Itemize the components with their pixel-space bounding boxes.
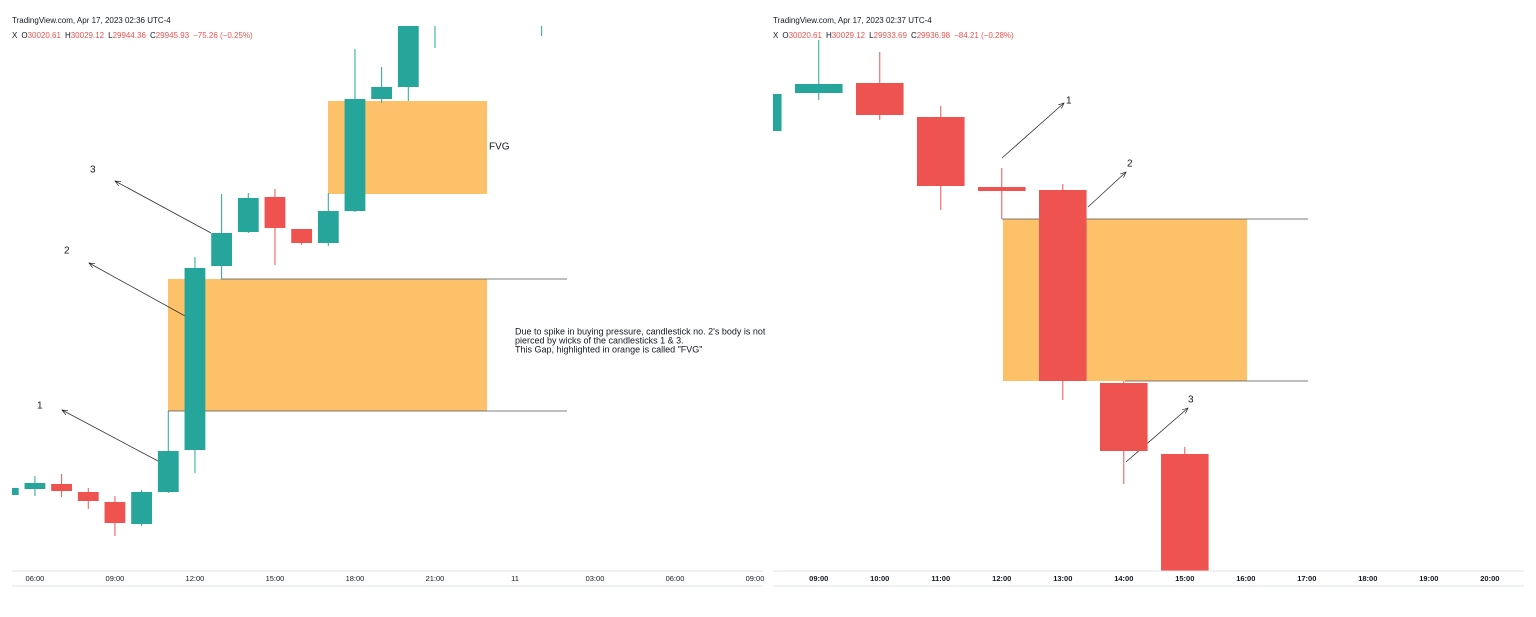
candle-body	[773, 94, 782, 131]
ohlc-legend: X O30020.61 H30029.12 L29933.69 C29936.9…	[773, 31, 1018, 40]
x-tick-label: 12:00	[992, 574, 1011, 583]
candle-body	[317, 211, 339, 243]
ohlc-value: 30020.61	[789, 31, 823, 40]
ohlc-value: 29933.69	[874, 31, 908, 40]
ohlc-key: L	[869, 31, 874, 40]
x-tick-label: 12:00	[186, 574, 205, 583]
x-tick-label: 18:00	[346, 574, 365, 583]
ohlc-key: O	[21, 31, 27, 40]
labels: TradingView.com, Apr 17, 2023 02:36 UTC-…	[12, 16, 1524, 587]
candle-body	[237, 198, 259, 232]
x-tick-label: 21:00	[426, 574, 445, 583]
x-tick-label: 18:00	[1358, 574, 1377, 583]
arrow	[1125, 408, 1188, 463]
candle-body	[51, 484, 73, 491]
header: TradingView.com, Apr 17, 2023 02:37 UTC-…	[773, 16, 932, 25]
candle-body	[184, 268, 206, 450]
candle-body	[24, 483, 46, 489]
ohlc-value: 30020.61	[28, 31, 62, 40]
ohlc-legend: X O30020.61 H30029.12 L29944.36 C29945.9…	[12, 31, 257, 40]
left-annotations	[62, 101, 567, 462]
change: −84.21 (−0.28%)	[954, 31, 1014, 40]
x-tick-label: 15:00	[1175, 574, 1194, 583]
candle-body	[397, 26, 419, 87]
candle-body	[104, 502, 126, 523]
candle-body	[425, 0, 446, 10]
candle-body	[211, 233, 233, 266]
fvg-zone	[168, 279, 487, 411]
number-label: 2	[1127, 159, 1133, 170]
x-tick-label: 06:00	[26, 574, 45, 583]
note: pierced by wicks of the candlesticks 1 &…	[515, 335, 684, 345]
ohlc-value: 29944.36	[113, 31, 147, 40]
x-tick-label: 09:00	[106, 574, 125, 583]
symbol: X	[773, 31, 779, 40]
ohlc-key: C	[911, 31, 917, 40]
ohlc-value: 30029.12	[832, 31, 866, 40]
candle-body	[344, 99, 366, 211]
x-tick-label: 09:00	[809, 574, 828, 583]
candle-body	[12, 488, 19, 495]
ohlc-key: C	[150, 31, 156, 40]
candle-body	[77, 492, 99, 501]
number-label: 3	[1188, 395, 1194, 406]
candles	[773, 40, 1209, 571]
candle-body	[157, 451, 179, 492]
arrow	[1087, 172, 1126, 208]
x-tick-label: 13:00	[1053, 574, 1072, 583]
number-label: 1	[1066, 96, 1072, 107]
x-tick-label: 06:00	[666, 574, 685, 583]
candle-body	[1038, 190, 1087, 381]
x-tick-label: 09:00	[746, 574, 765, 583]
candle-body	[131, 492, 153, 524]
x-tick-label: 11:00	[931, 574, 950, 583]
number-label: 2	[64, 246, 70, 257]
change: −75.26 (−0.25%)	[193, 31, 253, 40]
x-tick-label: 14:00	[1114, 574, 1133, 583]
x-tick-label: 15:00	[266, 574, 285, 583]
arrow	[115, 181, 212, 234]
arrow	[1001, 103, 1064, 159]
number-label: 3	[90, 165, 96, 176]
header: TradingView.com, Apr 17, 2023 02:36 UTC-…	[12, 16, 171, 25]
ohlc-key: H	[65, 31, 71, 40]
candle-body	[855, 83, 904, 115]
note: Due to spike in buying pressure, candles…	[515, 326, 766, 336]
candles	[12, 0, 543, 536]
candle-body	[977, 187, 1026, 191]
symbol: X	[12, 31, 18, 40]
ohlc-key: H	[826, 31, 832, 40]
arrow	[62, 410, 159, 462]
arrow	[89, 263, 186, 317]
candle-body	[916, 117, 965, 186]
x-tick-label: 19:00	[1419, 574, 1438, 583]
ohlc-value: 29945.93	[156, 31, 190, 40]
candle-body	[264, 197, 286, 228]
candle-body	[371, 87, 393, 99]
candle-body	[1099, 383, 1148, 451]
note: This Gap, highlighted in orange is calle…	[515, 344, 703, 354]
candle-body	[291, 229, 313, 243]
ohlc-key: L	[108, 31, 113, 40]
x-tick-label: 11	[511, 574, 519, 583]
candle-body	[794, 84, 843, 93]
ohlc-value: 30029.12	[71, 31, 105, 40]
x-tick-label: 16:00	[1236, 574, 1255, 583]
x-tick-label: 10:00	[870, 574, 889, 583]
x-tick-label: 20:00	[1480, 574, 1499, 583]
x-tick-label: 03:00	[586, 574, 605, 583]
ohlc-key: O	[782, 31, 788, 40]
x-tick-label: 17:00	[1297, 574, 1316, 583]
number-label: 1	[37, 401, 43, 412]
ohlc-value: 29936.98	[917, 31, 951, 40]
candle-body	[1161, 454, 1209, 571]
fvg-label: FVG	[489, 142, 510, 153]
